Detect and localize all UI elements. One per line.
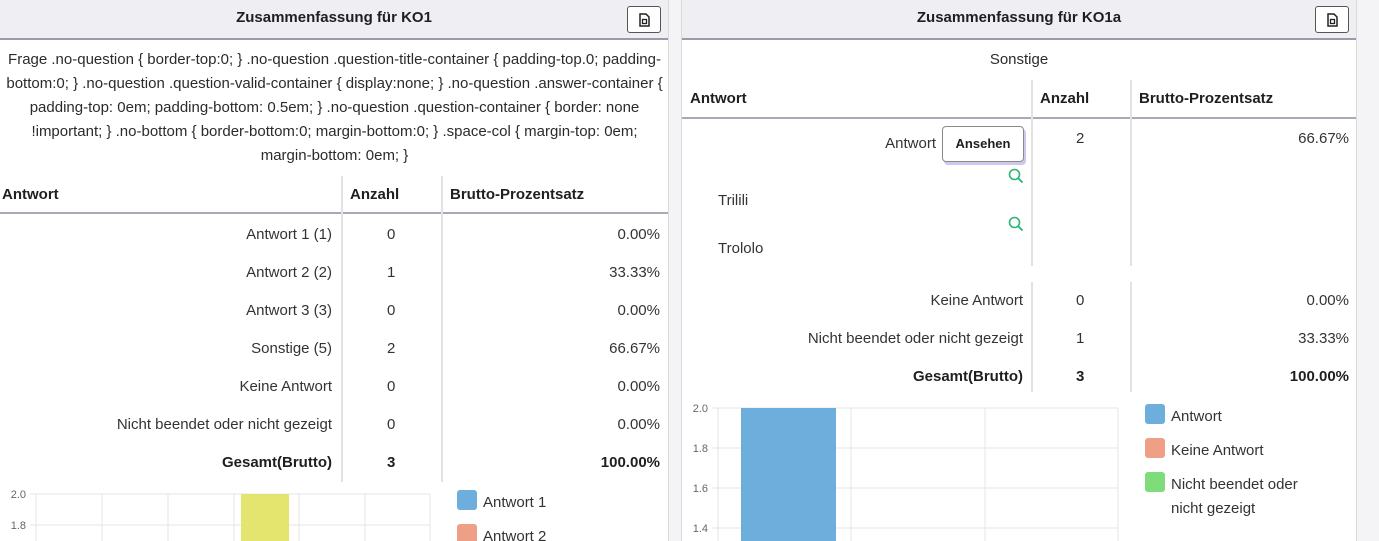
magnifier-icon[interactable] <box>1008 168 1024 184</box>
row-percent: 0.00% <box>1306 292 1349 309</box>
legend-item[interactable]: Keine Antwort <box>1145 436 1345 460</box>
legend-label: Antwort 2 <box>483 528 547 541</box>
export-document-icon <box>1327 13 1338 27</box>
legend-swatch <box>1145 404 1165 424</box>
question-subtitle: Sonstige <box>989 51 1049 68</box>
panel-header: Zusammenfassung für KO1a <box>682 0 1356 40</box>
column-header-count: Anzahl <box>1040 90 1090 107</box>
column-divider <box>1130 282 1132 392</box>
bar-chart-ko1: 2.0 1.8 <box>11 489 431 541</box>
legend-item[interactable]: Antwort 2 <box>457 522 657 541</box>
panel-gap <box>669 0 681 541</box>
column-header-answer: Antwort <box>2 186 59 203</box>
y-tick-label: 1.4 <box>693 523 708 535</box>
legend-label: Nicht beendet oder <box>1171 476 1298 493</box>
row-label: Antwort 1 (1) <box>246 226 332 243</box>
row-count: 3 <box>1076 368 1085 385</box>
bar-sonstige <box>241 494 289 541</box>
column-divider <box>341 176 343 482</box>
row-percent: 0.00% <box>617 416 660 433</box>
panel-title: Zusammenfassung für KO1 <box>236 9 432 26</box>
legend-label: Antwort <box>1171 408 1222 425</box>
legend-label: Antwort 1 <box>483 494 547 511</box>
row-label: Antwort 3 (3) <box>246 302 332 319</box>
row-label: Keine Antwort <box>239 378 332 395</box>
legend-swatch <box>1145 438 1165 458</box>
row-percent: 33.33% <box>609 264 660 281</box>
column-divider <box>441 176 443 482</box>
legend-item[interactable]: Nicht beendet oder nicht gezeigt <box>1145 470 1345 520</box>
row-count: 0 <box>387 226 396 243</box>
y-tick-label: 2.0 <box>11 489 26 501</box>
panel-title: Zusammenfassung für KO1a <box>916 9 1122 26</box>
free-text-answer: Trololo <box>718 240 764 257</box>
row-count: 1 <box>387 264 396 281</box>
table-header-divider <box>682 117 1356 119</box>
column-header-count: Anzahl <box>350 186 400 203</box>
question-text: Frage .no-question { border-top:0; } .no… <box>6 51 663 164</box>
row-count: 2 <box>1076 130 1085 147</box>
y-tick-label: 2.0 <box>693 403 708 415</box>
summary-panel-ko1: Zusammenfassung für KO1 Frage .no-questi… <box>0 0 669 541</box>
column-header-percent: Brutto-Prozentsatz <box>450 186 585 203</box>
row-percent: 66.67% <box>609 340 660 357</box>
row-count: 1 <box>1076 330 1085 347</box>
legend-swatch <box>457 490 477 510</box>
export-button[interactable] <box>627 6 661 33</box>
row-percent: 100.00% <box>600 454 660 471</box>
table-header-divider <box>0 212 668 214</box>
legend-item[interactable]: Antwort <box>1145 402 1345 426</box>
row-count: 2 <box>387 340 396 357</box>
legend-label: Keine Antwort <box>1171 442 1264 459</box>
scroll-gutter <box>1357 0 1379 541</box>
view-answers-button[interactable]: Ansehen <box>942 126 1024 162</box>
y-tick-label: 1.6 <box>693 483 708 495</box>
row-percent: 0.00% <box>617 302 660 319</box>
free-text-answer: Trilili <box>718 192 749 209</box>
row-percent: 100.00% <box>1289 368 1349 385</box>
row-percent: 0.00% <box>617 226 660 243</box>
row-count: 0 <box>387 302 396 319</box>
row-percent: 66.67% <box>1298 130 1349 147</box>
panel-header: Zusammenfassung für KO1 <box>0 0 668 40</box>
column-divider <box>1031 282 1033 392</box>
export-document-icon <box>639 13 650 27</box>
row-label: Nicht beendet oder nicht gezeigt <box>807 330 1023 347</box>
column-divider <box>1031 80 1033 266</box>
export-button[interactable] <box>1315 6 1349 33</box>
y-tick-label: 1.8 <box>11 520 26 532</box>
row-label: Antwort 2 (2) <box>246 264 332 281</box>
row-label: Sonstige (5) <box>251 340 332 357</box>
legend-label: nicht gezeigt <box>1171 500 1256 517</box>
row-label: Keine Antwort <box>930 292 1023 309</box>
column-divider <box>1130 80 1132 266</box>
bar-antwort <box>741 408 836 541</box>
column-header-answer: Antwort <box>690 90 747 107</box>
row-label: Gesamt(Brutto) <box>221 454 332 471</box>
legend-swatch <box>457 524 477 541</box>
row-percent: 0.00% <box>617 378 660 395</box>
row-count: 3 <box>387 454 396 471</box>
row-count: 0 <box>387 416 396 433</box>
row-count: 0 <box>1076 292 1085 309</box>
column-header-percent: Brutto-Prozentsatz <box>1139 90 1274 107</box>
bar-chart-ko1a: 2.0 1.8 1.6 1.4 <box>693 403 1119 541</box>
row-label: Gesamt(Brutto) <box>912 368 1023 385</box>
row-count: 0 <box>387 378 396 395</box>
row-label: Nicht beendet oder nicht gezeigt <box>116 416 332 433</box>
legend-item[interactable]: Antwort 1 <box>457 488 657 512</box>
magnifier-icon[interactable] <box>1008 216 1024 232</box>
row-label: Antwort <box>885 135 936 152</box>
row-percent: 33.33% <box>1298 330 1349 347</box>
y-tick-label: 1.8 <box>693 443 708 455</box>
legend-swatch <box>1145 472 1165 492</box>
summary-panel-ko1a: Zusammenfassung für KO1a Sonstige Antwor… <box>681 0 1357 541</box>
